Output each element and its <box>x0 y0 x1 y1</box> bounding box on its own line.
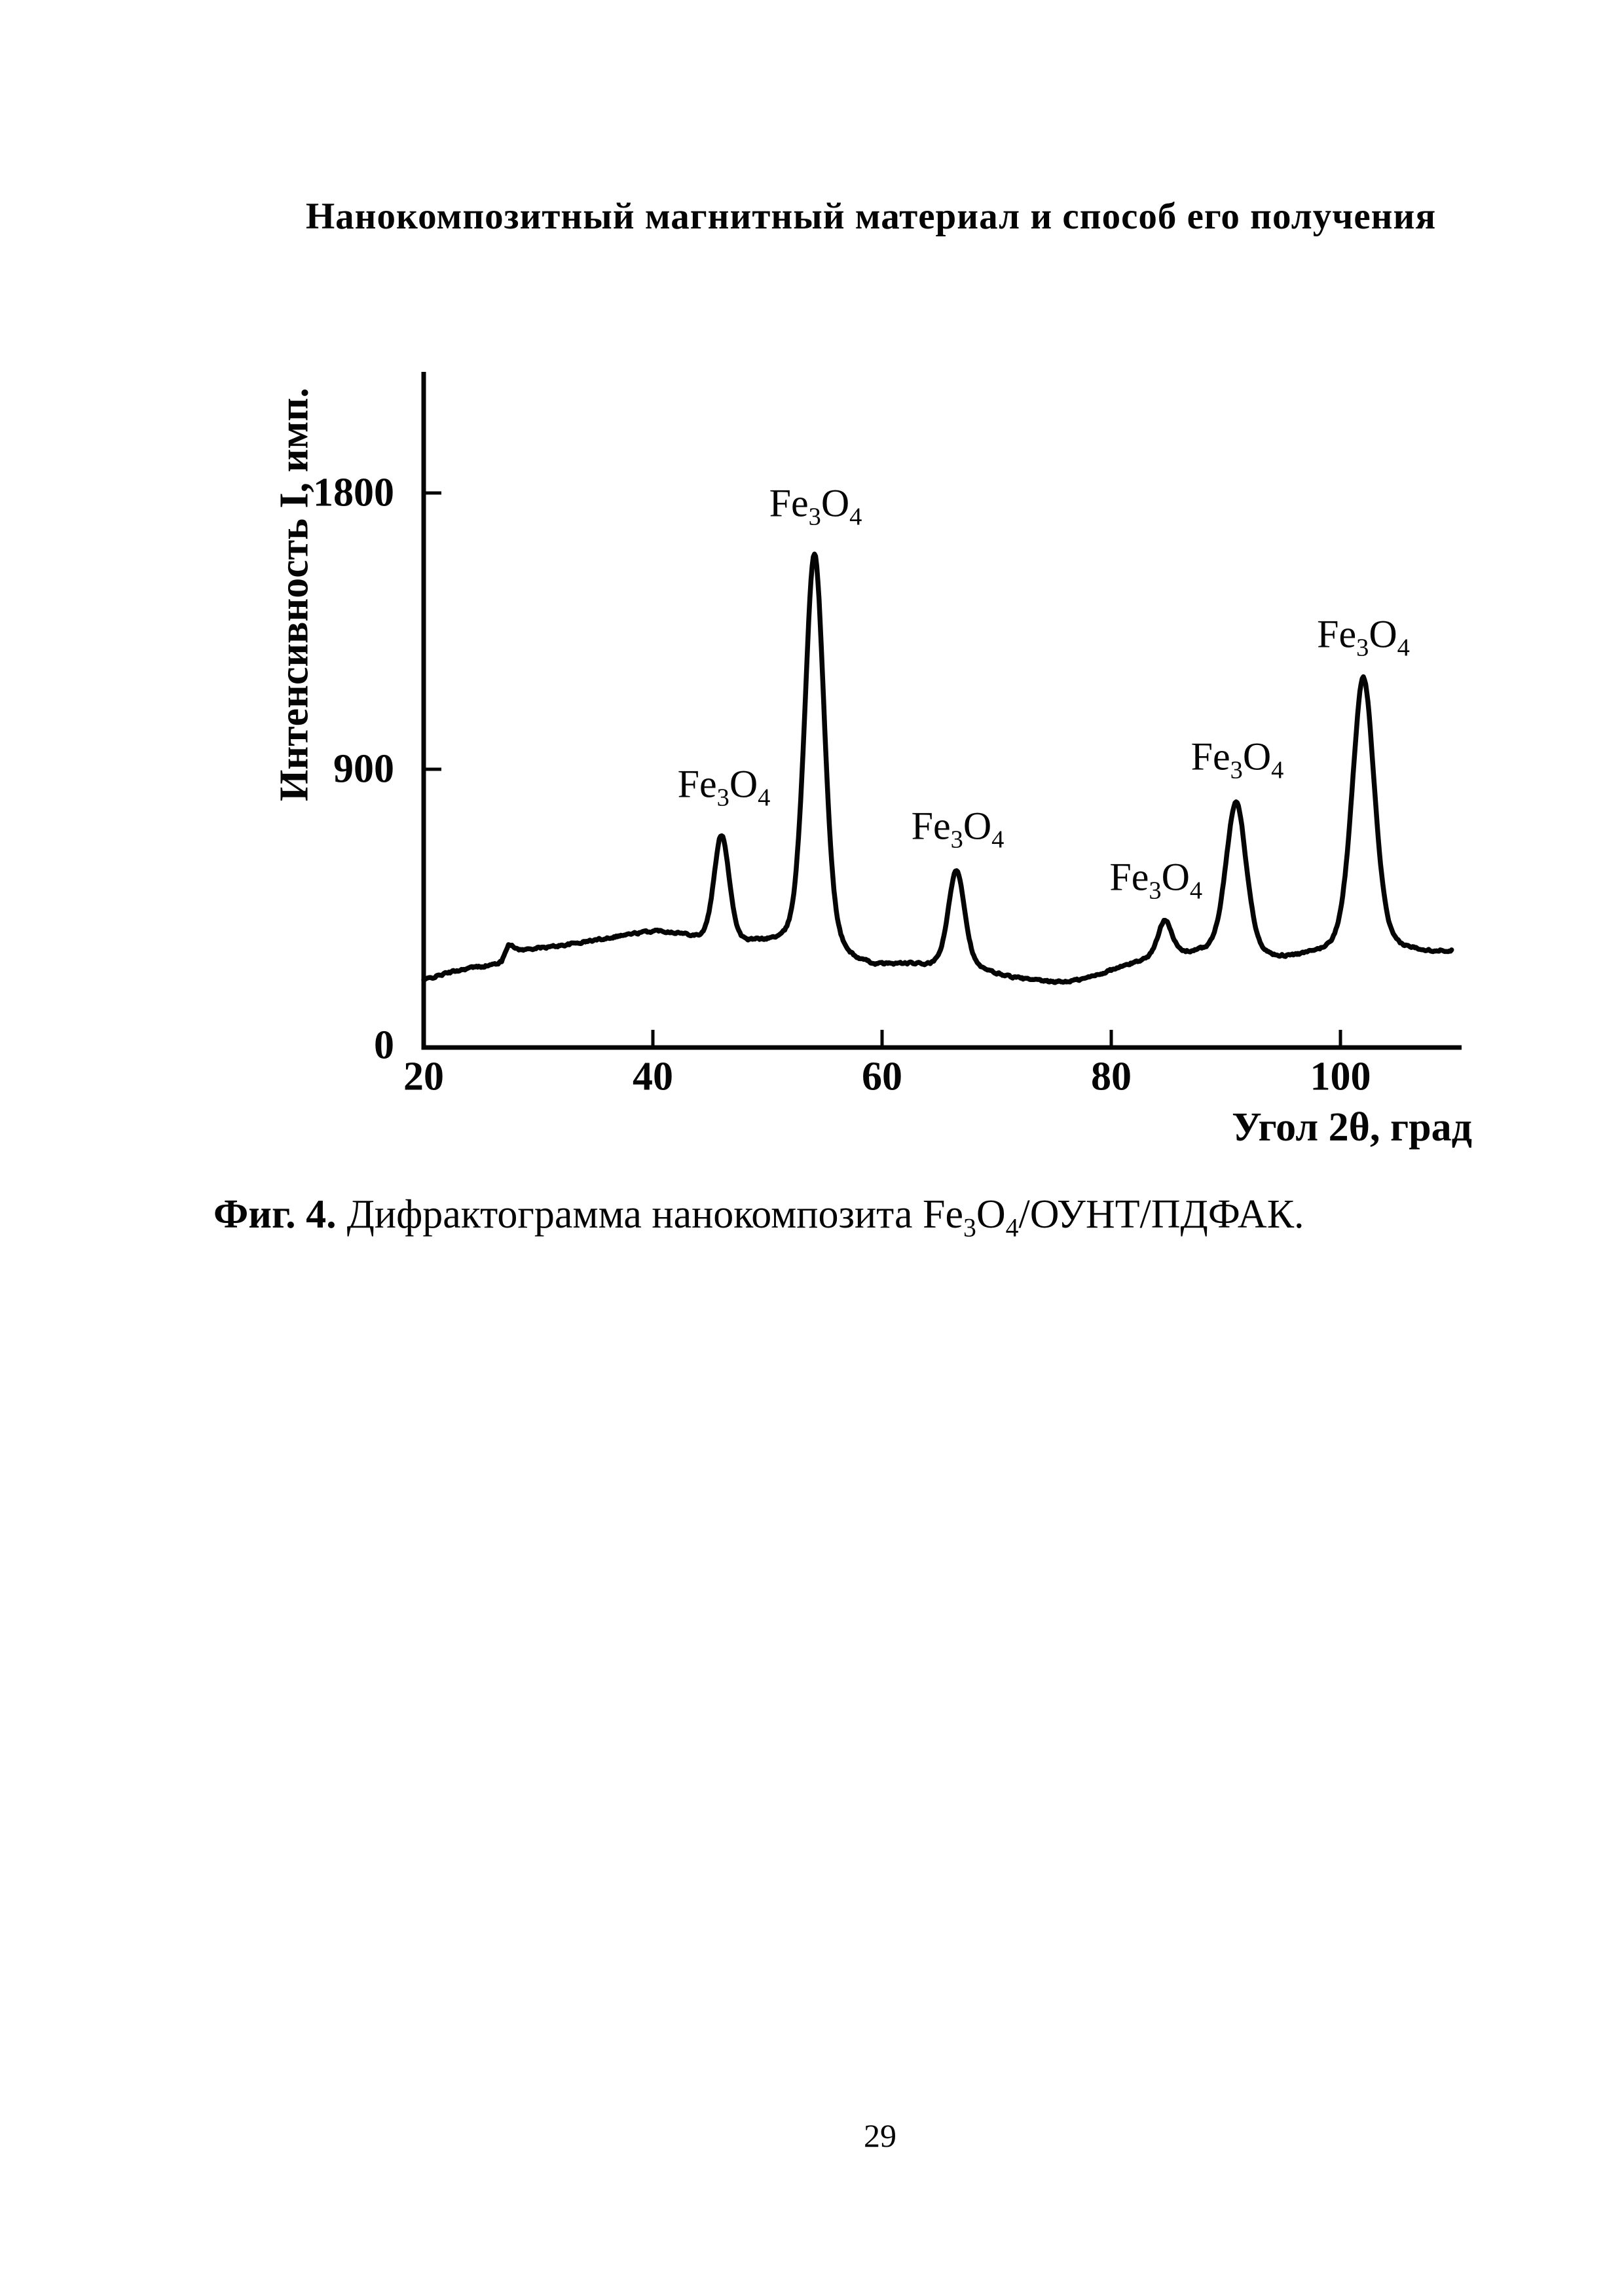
x-tick-label: 20 <box>403 1054 444 1099</box>
page-number: 29 <box>864 2117 896 2154</box>
x-tick-label: 80 <box>1091 1054 1132 1099</box>
y-tick-label: 0 <box>374 1023 394 1068</box>
caption-lead: Фиг. 4. <box>213 1192 337 1237</box>
peak-label: Fe3O4 <box>1317 612 1410 662</box>
y-tick-label: 1800 <box>313 470 394 515</box>
x-tick-label: 100 <box>1310 1054 1371 1099</box>
peak-label: Fe3O4 <box>677 762 771 812</box>
peak-label: Fe3O4 <box>769 481 862 531</box>
x-axis-title: Угол 2θ, град <box>1232 1105 1472 1150</box>
figure-caption: Фиг. 4. Дифрактограмма нанокомпозита Fe3O… <box>213 1192 1304 1243</box>
axis-lines <box>421 372 1462 1050</box>
diffractogram-curve <box>421 551 1454 985</box>
y-tick-label: 900 <box>333 746 394 792</box>
document-title: Нанокомпозитный магнитный материал и спо… <box>305 196 1437 237</box>
peak-label: Fe3O4 <box>911 804 1005 854</box>
x-tick-label: 40 <box>633 1054 673 1099</box>
y-axis-title: Интенсивность I, имп. <box>272 388 317 801</box>
caption-text: Дифрактограмма нанокомпозита Fe3O4/ОУНТ/… <box>346 1192 1304 1243</box>
peak-label: Fe3O4 <box>1190 735 1284 784</box>
peak-label: Fe3O4 <box>1109 855 1203 905</box>
x-tick-label: 60 <box>862 1054 902 1099</box>
